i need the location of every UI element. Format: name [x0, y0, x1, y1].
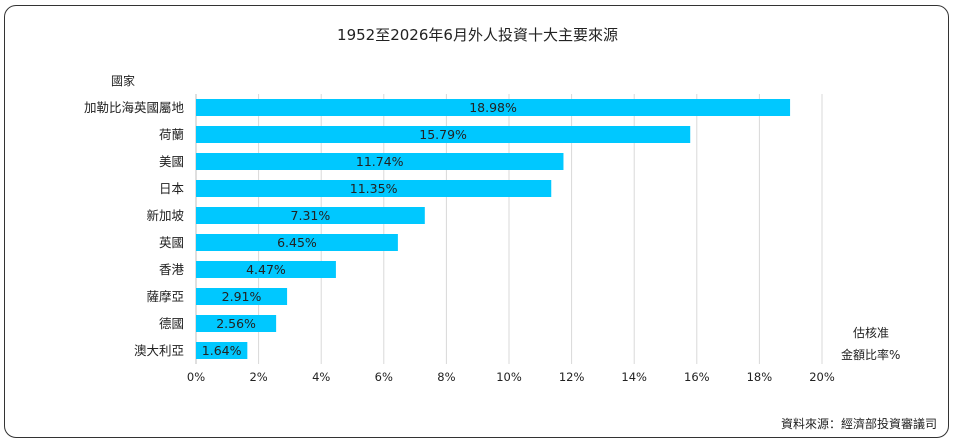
x-tick-label: 12%	[559, 370, 585, 384]
category-label: 荷蘭	[159, 127, 184, 142]
data-label: 11.35%	[350, 181, 398, 196]
x-tick-label: 16%	[684, 370, 710, 384]
bar	[196, 288, 288, 305]
x-tick-label: 14%	[621, 370, 647, 384]
x-tick-label: 2%	[249, 370, 267, 384]
data-label: 1.64%	[202, 343, 242, 358]
bar	[196, 153, 564, 170]
category-label: 香港	[159, 262, 185, 277]
bar	[196, 126, 691, 143]
bar	[196, 261, 336, 278]
x-axis-label-line-1: 估核准	[853, 326, 890, 340]
category-label: 美國	[159, 154, 184, 169]
source-note: 資料來源：經濟部投資審議司	[780, 417, 937, 431]
category-label: 日本	[159, 181, 185, 196]
x-tick-label: 6%	[375, 370, 393, 384]
category-label: 薩摩亞	[146, 289, 184, 304]
data-label: 7.31%	[291, 208, 331, 223]
category-label: 澳大利亞	[134, 343, 184, 358]
category-label: 德國	[159, 316, 184, 331]
bar	[196, 180, 552, 197]
data-label: 6.45%	[277, 235, 317, 250]
bar	[196, 207, 425, 224]
bar	[196, 99, 791, 116]
x-tick-label: 4%	[312, 370, 330, 384]
category-label: 加勒比海英國屬地	[84, 100, 185, 115]
data-label: 18.98%	[469, 100, 517, 115]
chart-frame	[4, 5, 949, 438]
bar	[196, 234, 398, 251]
y-axis-label: 國家	[111, 74, 136, 88]
x-tick-label: 10%	[496, 370, 522, 384]
x-tick-label: 20%	[809, 370, 835, 384]
category-label: 英國	[159, 235, 184, 250]
x-tick-label: 8%	[437, 370, 455, 384]
bar	[196, 342, 248, 359]
x-tick-label: 18%	[747, 370, 773, 384]
chart-title: 1952至2026年6月外人投資十大主要來源	[337, 26, 618, 44]
data-label: 4.47%	[246, 262, 286, 277]
x-axis-label-line-2: 金額比率%	[841, 348, 901, 362]
data-label: 11.74%	[356, 154, 404, 169]
data-label: 2.91%	[222, 289, 262, 304]
data-label: 2.56%	[216, 316, 256, 331]
data-label: 15.79%	[419, 127, 467, 142]
category-label: 新加坡	[146, 208, 184, 223]
x-tick-label: 0%	[187, 370, 205, 384]
bar	[196, 315, 277, 332]
